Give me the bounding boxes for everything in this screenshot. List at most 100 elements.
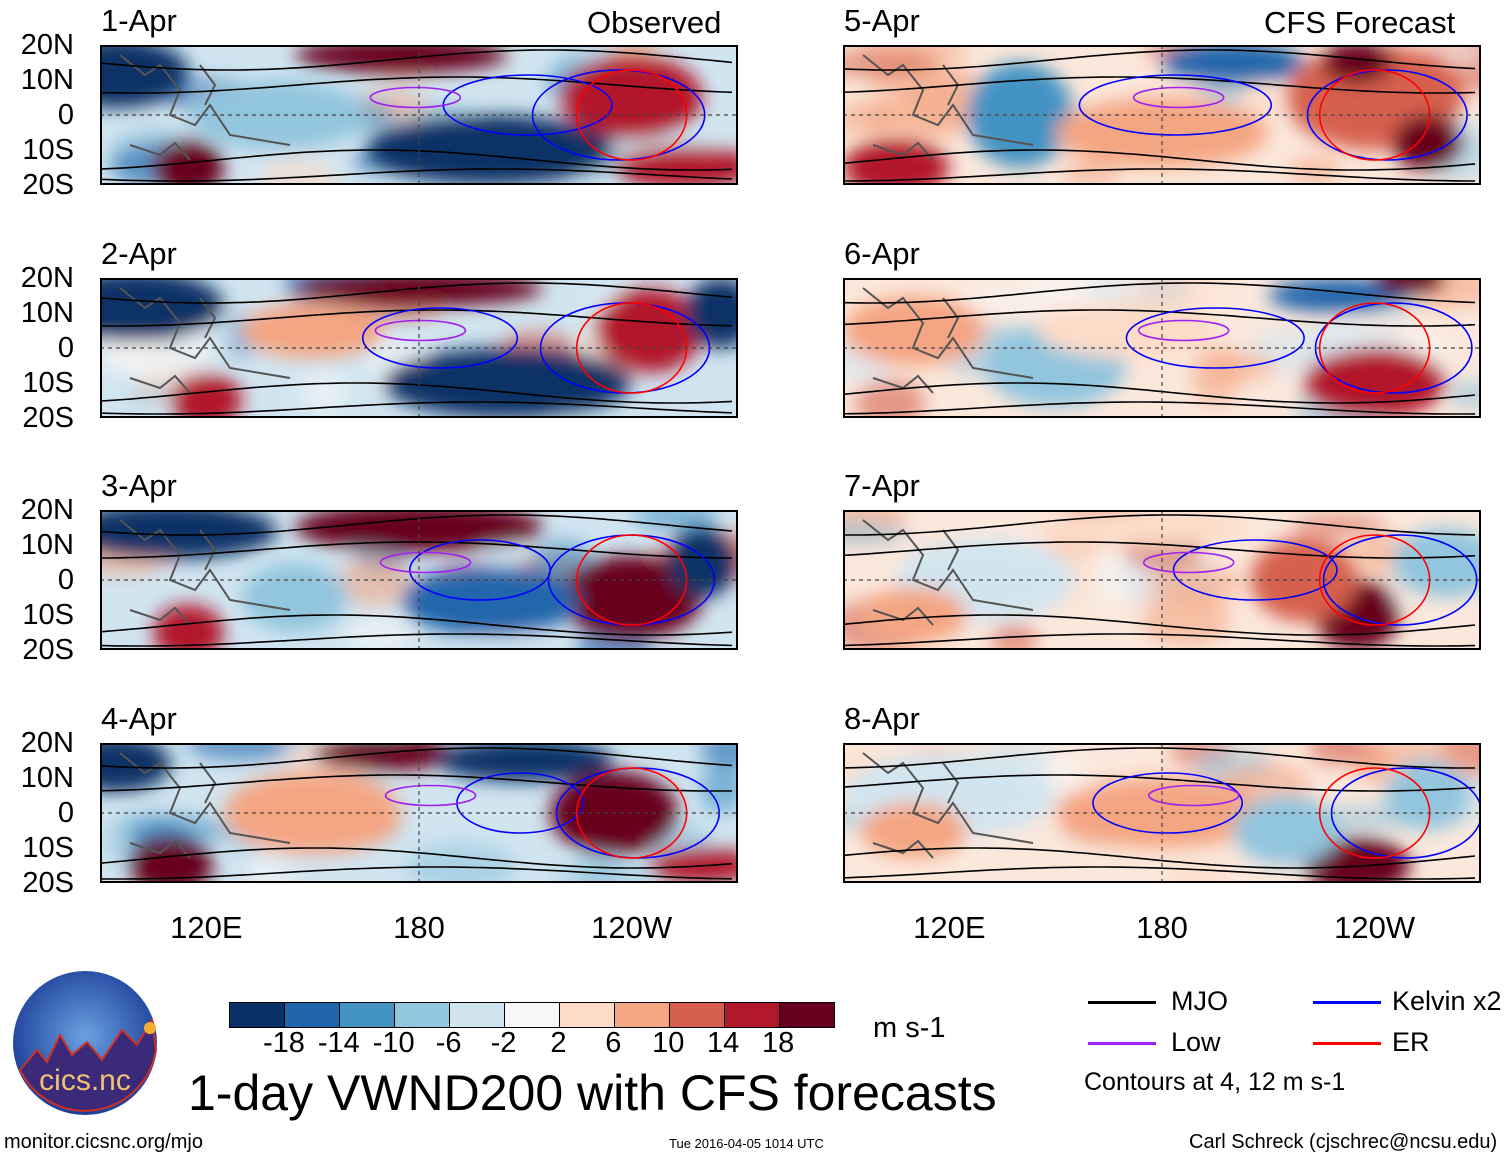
anomaly-blob [1303,348,1446,418]
anomaly-blob [187,743,299,761]
units-label: m s-1 [873,1012,946,1044]
mjo-contour [100,847,733,869]
anomaly-blob [1250,538,1357,622]
anomaly-blob [365,115,614,185]
anomaly-blob [383,348,632,418]
kelvin-contour [1125,307,1305,369]
legend-er-line [1313,1042,1381,1045]
colorbar-swatch [504,1003,559,1027]
mjo-contour [843,309,1476,327]
colorbar-tick-label: 14 [707,1027,740,1059]
map-panel [100,45,738,185]
anomaly-blob [843,100,900,137]
anomaly-blob [1037,302,1216,359]
anomaly-blob [406,842,516,883]
panel-frame [100,278,738,418]
mjo-contour [843,747,1475,769]
low-contour [369,86,462,109]
lat-tick-label: 20S [22,402,74,434]
anomaly-blob [1062,161,1120,185]
anomaly-blob [241,562,349,633]
legend-er: ER [1392,1027,1430,1057]
anomaly-blob [300,370,348,414]
anomaly-blob [843,139,950,185]
panel-date-label: 4-Apr [101,701,177,736]
map-panel [100,510,738,650]
anomaly-blob [551,865,655,883]
anomaly-blob [1385,760,1471,831]
anomaly-blob [153,604,225,650]
colorbar-tick-label: -10 [372,1027,415,1059]
lat-tick-label: 20N [20,494,74,526]
anomaly-blob [860,587,968,643]
colorbar-swatch [779,1003,834,1027]
legend-low-line [1088,1042,1156,1045]
lat-tick-label: 10N [20,529,74,561]
anomaly-blob [241,302,384,359]
mjo-contour [843,168,1475,182]
panel-date-label: 5-Apr [844,3,920,38]
lon-tick-label: 120E [913,910,986,945]
lat-tick-label: 20N [20,727,74,759]
lat-tick-label: 10N [20,64,74,96]
mjo-contour [100,866,733,880]
mjo-contour [843,282,1476,304]
colorbar-swatch [614,1003,669,1027]
mjo-contour [100,747,733,769]
figure-title: 1-day VWND200 with CFS forecasts [188,1065,997,1121]
lat-tick-label: 0 [57,332,74,364]
panel-date-label: 3-Apr [101,468,177,503]
legend-kelvin: Kelvin x2 [1392,986,1502,1016]
svg-text:cics.nc: cics.nc [39,1064,131,1097]
mjo-contour [100,774,733,792]
anomaly-blob [1289,156,1341,185]
mjo-contour [843,541,1476,559]
anomaly-blob [1437,45,1481,64]
anomaly-blob [1447,379,1481,410]
low-contour [384,784,477,807]
legend-low: Low [1171,1027,1221,1057]
anomaly-blob [1037,510,1251,545]
lat-tick-label: 0 [57,564,74,596]
map-panel [100,743,738,883]
mjo-contour [843,382,1476,404]
mjo-contour [843,847,1476,869]
mjo-contour [100,514,733,536]
anomaly-blob [170,372,242,418]
forecast-label: CFS Forecast [1264,5,1456,40]
colorbar-tick-label: -2 [490,1027,517,1059]
legend-mjo-line [1088,1001,1156,1004]
anomaly-blob [684,278,738,348]
anomaly-blob [633,510,719,531]
lon-tick-label: 120W [1334,910,1416,945]
mjo-contour [100,49,733,71]
lat-tick-label: 20N [20,29,74,61]
anomaly-blob [699,763,738,814]
anomaly-blob [860,802,968,859]
panel-frame [843,510,1481,650]
anomaly-blob [613,146,738,185]
mjo-contour [100,168,733,182]
mjo-contour [843,633,1476,647]
kelvin-contour [361,307,519,369]
mjo-contour [843,149,1476,171]
coastline [862,519,1034,626]
anomaly-blob [1321,45,1393,84]
map-panel [843,743,1481,883]
coastline [119,54,291,161]
lon-tick-label: 120E [170,910,243,945]
contour-note: Contours at 4, 12 m s-1 [1084,1068,1346,1096]
mjo-contour [100,76,733,94]
mjo-contour [843,49,1476,71]
observed-label: Observed [587,5,722,40]
lat-tick-label: 20S [22,867,74,899]
colorbar-swatch [449,1003,504,1027]
anomaly-blob [1392,115,1464,171]
kelvin-contour [1092,772,1244,834]
footer-url[interactable]: monitor.cicsnc.org/mjo [4,1131,203,1153]
colorbar-swatch [230,1003,284,1027]
low-contour [374,319,467,342]
anomaly-blob [102,345,217,377]
panel-date-label: 2-Apr [101,236,177,271]
low-contour [1142,551,1235,574]
